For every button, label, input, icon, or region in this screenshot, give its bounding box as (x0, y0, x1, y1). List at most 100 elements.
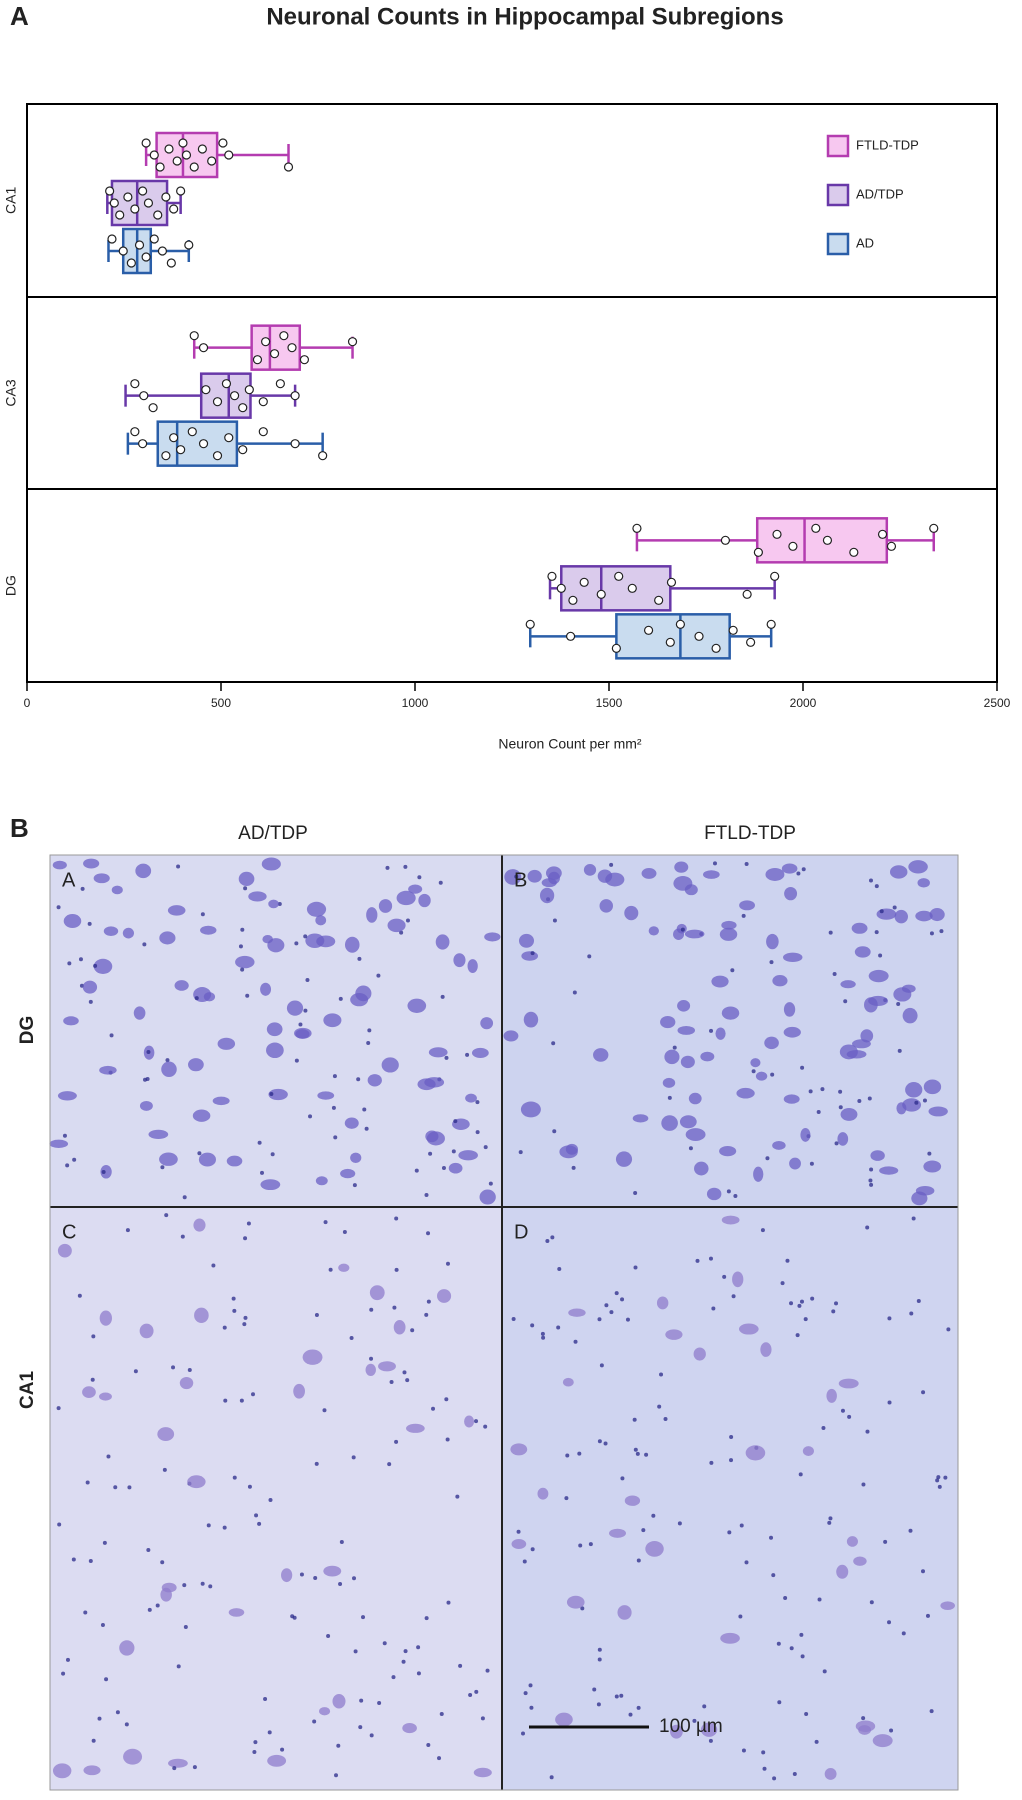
cell (198, 1152, 216, 1167)
cell (843, 999, 848, 1004)
cell (651, 1513, 656, 1518)
cell (729, 1435, 734, 1440)
cell (548, 871, 560, 885)
cell (715, 1027, 726, 1040)
data-point (138, 186, 148, 196)
cell (246, 1221, 251, 1226)
cell (555, 1712, 573, 1727)
cell (636, 1705, 641, 1710)
cell (722, 1274, 727, 1279)
cell (176, 864, 181, 869)
cell (869, 1600, 874, 1605)
chart-title: Neuronal Counts in Hippocampal Subregion… (266, 3, 783, 30)
cell (939, 929, 944, 934)
cell (798, 1472, 803, 1477)
cell (592, 1687, 597, 1692)
data-point (130, 379, 140, 389)
cell (174, 980, 189, 991)
cell (783, 1595, 788, 1600)
cell (394, 1267, 399, 1272)
cell (467, 959, 478, 973)
cell (883, 1539, 888, 1544)
data-point (138, 439, 148, 449)
cell (458, 1663, 463, 1668)
cell (146, 1049, 151, 1054)
cell (599, 899, 614, 913)
cell (123, 1748, 143, 1765)
cell (726, 1189, 731, 1194)
cell (88, 1559, 93, 1564)
cell (242, 1322, 247, 1327)
cell (451, 1149, 456, 1154)
cell (267, 1754, 287, 1767)
cell (182, 1195, 187, 1200)
data-point (596, 589, 606, 599)
cell (772, 1140, 786, 1150)
cell (267, 1730, 272, 1735)
cell (702, 1704, 707, 1709)
cell (822, 1669, 827, 1674)
data-point (886, 541, 897, 551)
cell (200, 1581, 205, 1586)
data-point (130, 427, 140, 437)
cell (928, 1106, 948, 1117)
data-point (126, 258, 136, 268)
data-point (711, 643, 721, 653)
data-point (207, 156, 217, 166)
cell (522, 1559, 527, 1564)
cell (909, 1311, 914, 1316)
cell (402, 1723, 417, 1734)
cell (155, 1603, 160, 1608)
cell (85, 1480, 90, 1485)
cell (403, 864, 408, 869)
cell (260, 1179, 281, 1191)
data-point (181, 150, 192, 160)
cell (352, 1576, 357, 1581)
cell (402, 1370, 407, 1375)
cell (783, 1094, 800, 1104)
data-point (666, 577, 677, 587)
cell (165, 1058, 170, 1063)
cell (381, 1057, 399, 1073)
cell (393, 1319, 406, 1335)
cell (424, 1312, 429, 1317)
cell (378, 1361, 396, 1372)
cell (738, 1614, 743, 1619)
cell (511, 1539, 527, 1549)
cell (437, 1756, 442, 1761)
cell (82, 1386, 96, 1398)
cell (688, 1092, 702, 1105)
cell (741, 1748, 746, 1753)
cell (176, 1664, 181, 1669)
cell (783, 1026, 801, 1038)
cell (448, 1162, 463, 1174)
cell (188, 1058, 204, 1072)
cell (828, 930, 833, 935)
cell (804, 1712, 809, 1717)
data-point (238, 403, 248, 413)
cell (333, 1135, 338, 1140)
cell (113, 1485, 118, 1490)
cell (286, 1000, 304, 1016)
data-point (675, 619, 685, 629)
cell (840, 1408, 845, 1413)
cell (614, 1694, 619, 1699)
data-point (290, 439, 300, 449)
data-point (149, 150, 159, 160)
cell (369, 1285, 385, 1301)
cell (719, 1146, 737, 1157)
cell (445, 1437, 450, 1442)
cell (77, 1293, 82, 1298)
data-point (788, 541, 798, 551)
cell (923, 1079, 942, 1095)
cell (139, 1100, 153, 1111)
cell (677, 1000, 691, 1012)
data-point (107, 234, 117, 244)
cell (414, 1168, 419, 1173)
cell (662, 1077, 676, 1088)
cell (266, 1042, 284, 1059)
cell (484, 932, 501, 942)
cell (328, 1267, 333, 1272)
data-point (244, 385, 254, 395)
cell (133, 1006, 146, 1020)
